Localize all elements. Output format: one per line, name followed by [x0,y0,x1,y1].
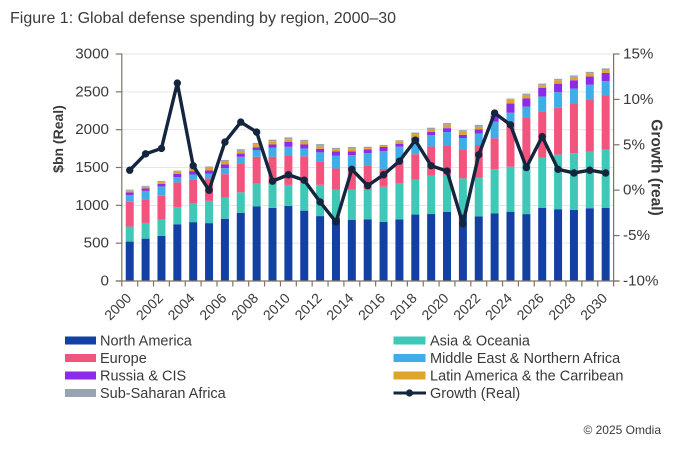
svg-text:North America: North America [100,333,193,349]
svg-text:Europe: Europe [100,351,147,367]
svg-text:15%: 15% [623,46,653,63]
svg-text:0: 0 [101,273,109,290]
svg-text:Growth (real): Growth (real) [648,119,665,215]
svg-text:Russia & CIS: Russia & CIS [100,368,186,384]
svg-text:3000: 3000 [75,46,109,63]
svg-text:Growth (Real): Growth (Real) [430,386,520,402]
svg-text:$bn (Real): $bn (Real) [50,105,66,173]
svg-text:© 2025 Omdia: © 2025 Omdia [583,423,661,437]
svg-text:Middle East & Northern Africa: Middle East & Northern Africa [430,351,621,367]
svg-text:2500: 2500 [75,83,109,100]
svg-text:-5%: -5% [623,227,650,244]
svg-text:Sub-Saharan Africa: Sub-Saharan Africa [100,386,227,402]
svg-text:Figure 1: Global defense spend: Figure 1: Global defense spending by reg… [10,10,396,27]
svg-text:1500: 1500 [75,159,109,176]
svg-text:2000: 2000 [75,121,109,138]
svg-text:0%: 0% [623,182,645,199]
svg-text:1000: 1000 [75,197,109,214]
svg-text:5%: 5% [623,136,645,153]
svg-text:10%: 10% [623,91,653,108]
svg-text:-10%: -10% [623,273,658,290]
svg-text:Latin America & the Carribean: Latin America & the Carribean [430,368,623,384]
svg-text:Asia & Oceania: Asia & Oceania [430,333,531,349]
svg-text:500: 500 [84,235,109,252]
